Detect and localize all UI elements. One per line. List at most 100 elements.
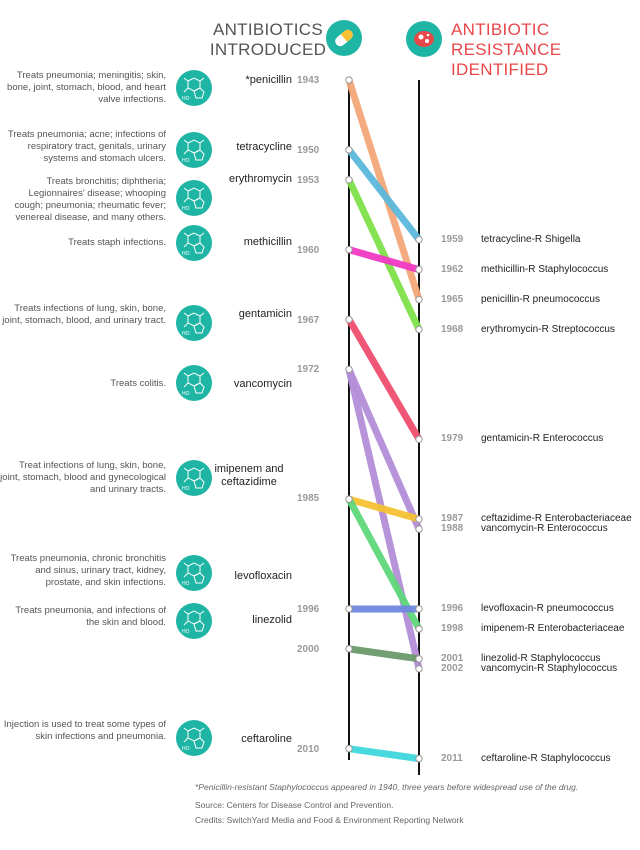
- svg-text:HO: HO: [182, 158, 190, 164]
- antibiotic-name-ceftaroline: ceftaroline: [241, 733, 292, 745]
- pill-icon: [326, 20, 362, 56]
- introduced-year-tetracycline: 1950: [297, 144, 320, 156]
- link-ceftazidime-1987: [345, 495, 423, 523]
- description-penicillin: Treats pneumonia; meningitis; skin, bone…: [7, 70, 166, 105]
- left-header-line2: INTRODUCED: [209, 40, 327, 59]
- svg-text:HO: HO: [182, 581, 190, 587]
- resistance-year-imipenem-r-enterobacteriaceae: 1998: [441, 622, 464, 634]
- molecule-icon: HO: [176, 225, 212, 261]
- introduced-dot-methicillin: [345, 245, 353, 254]
- resistance-year-linezolid-r-staphylococcus: 2001: [441, 652, 464, 664]
- resistance-dot-erythromycin-r-streptococcus: [415, 325, 423, 334]
- resistance-name-gentamicin-r-enterococcus: gentamicin-R Enterococcus: [481, 433, 604, 445]
- credits-text: Credits: SwitchYard Media and Food & Env…: [195, 815, 464, 825]
- introduced-dot-imipenem-and-ceftazidime: [345, 495, 353, 503]
- link-linezolid-2001: [345, 645, 423, 663]
- resistance-dot-linezolid-r-staphylococcus: [415, 655, 423, 663]
- description-levofloxacin: Treats pneumonia, chronic bronchitis and…: [10, 553, 166, 588]
- molecule-icon: HO: [176, 180, 212, 216]
- link-vancomycin-2002: [345, 365, 423, 673]
- introduced-dot-penicillin: [345, 76, 353, 84]
- antibiotic-name-erythromycin: erythromycin: [229, 173, 292, 185]
- resistance-dot-tetracycline-r-shigella: [415, 235, 423, 244]
- resistance-dot-methicillin-r-staphylococcus: [415, 265, 423, 274]
- resistance-year-vancomycin-r-staphylococcus: 2002: [441, 662, 464, 674]
- introduced-dot-tetracycline: [345, 146, 353, 154]
- introduced-dot-ceftaroline: [345, 744, 353, 753]
- resistance-name-vancomycin-r-staphylococcus: vancomycin-R Staphylococcus: [481, 662, 618, 674]
- antibiotic-name-imipenem-and-ceftazidime: imipenem and ceftazidime: [214, 463, 284, 488]
- resistance-name-penicillin-r-pneumococcus: penicillin-R pneumococcus: [481, 293, 600, 305]
- introduced-year-erythromycin: 1953: [297, 174, 320, 186]
- introduced-dot-gentamicin: [345, 315, 353, 324]
- resistance-year-penicillin-r-pneumococcus: 1965: [441, 293, 464, 305]
- resistance-name-linezolid-r-staphylococcus: linezolid-R Staphylococcus: [481, 652, 601, 664]
- description-erythromycin: Treats bronchitis; diphtheria; Legionnai…: [14, 176, 166, 223]
- resistance-dot-ceftaroline-r-staphylococcus: [415, 754, 423, 763]
- introduced-year-methicillin: 1960: [297, 244, 320, 256]
- resistance-dot-ceftazidime-r-enterobacteriaceae: [415, 515, 423, 523]
- molecule-icon: HO: [176, 132, 212, 168]
- link-gentamicin-1979: [345, 316, 423, 443]
- right-column-header: ANTIBIOTIC RESISTANCE IDENTIFIED: [451, 20, 636, 80]
- resistance-name-levofloxacin-r-pneumococcus: levofloxacin-R pneumococcus: [481, 602, 614, 614]
- molecule-icon: HO: [176, 70, 212, 106]
- resistance-year-ceftaroline-r-staphylococcus: 2011: [441, 752, 463, 764]
- description-tetracycline: Treats pneumonia; acne; infections of re…: [7, 129, 166, 164]
- svg-text:HO: HO: [182, 206, 190, 212]
- resistance-dot-vancomycin-r-enterococcus: [415, 525, 423, 533]
- molecule-icon: HO: [176, 305, 212, 341]
- antibiotic-name-levofloxacin: levofloxacin: [234, 570, 292, 582]
- resistance-name-ceftazidime-r-enterobacteriaceae: ceftazidime-R Enterobacteriaceae: [481, 513, 632, 525]
- resistance-dot-vancomycin-r-staphylococcus: [415, 665, 423, 673]
- left-header-line1: ANTIBIOTICS: [212, 20, 324, 39]
- resistance-year-gentamicin-r-enterococcus: 1979: [441, 433, 464, 445]
- description-vancomycin: Treats colitis.: [110, 378, 166, 389]
- resistance-name-imipenem-r-enterobacteriaceae: imipenem-R Enterobacteriaceae: [481, 622, 625, 634]
- introduced-year-linezolid: 2000: [297, 643, 320, 655]
- molecule-icon: HO: [176, 460, 212, 496]
- svg-text:HO: HO: [182, 486, 190, 492]
- introduced-year-levofloxacin: 1996: [297, 603, 320, 615]
- antibiotic-name-tetracycline: tetracycline: [236, 141, 292, 153]
- link-tetracycline-1959: [345, 146, 423, 244]
- resistance-year-tetracycline-r-shigella: 1959: [441, 233, 464, 245]
- resistance-year-methicillin-r-staphylococcus: 1962: [441, 263, 464, 275]
- resistance-year-levofloxacin-r-pneumococcus: 1996: [441, 602, 464, 614]
- antibiotic-name-methicillin: methicillin: [243, 236, 292, 248]
- svg-text:HO: HO: [182, 391, 190, 397]
- svg-text:HO: HO: [182, 96, 190, 102]
- antibiotic-name-linezolid: linezolid: [252, 614, 292, 626]
- svg-text:HO: HO: [182, 746, 190, 752]
- resistance-name-erythromycin-r-streptococcus: erythromycin-R Streptococcus: [481, 323, 615, 335]
- molecule-icon: HO: [176, 603, 212, 639]
- resistance-dot-levofloxacin-r-pneumococcus: [415, 605, 423, 613]
- link-methicillin-1962: [345, 246, 423, 274]
- svg-text:HO: HO: [182, 331, 190, 337]
- molecule-icon: HO: [176, 365, 212, 401]
- antibiotic-name-gentamicin: gentamicin: [238, 308, 292, 320]
- introduced-year-gentamicin: 1967: [297, 314, 320, 326]
- molecule-icon: HO: [176, 555, 212, 591]
- source-text: Source: Centers for Disease Control and …: [195, 800, 394, 810]
- introduced-year-imipenem-and-ceftazidime: 1985: [297, 493, 320, 505]
- resistance-name-ceftaroline-r-staphylococcus: ceftaroline-R Staphylococcus: [481, 752, 611, 764]
- resistance-year-vancomycin-r-enterococcus: 1988: [441, 523, 464, 535]
- resistance-year-erythromycin-r-streptococcus: 1968: [441, 323, 464, 335]
- description-gentamicin: Treats infections of lung, skin, bone, j…: [2, 303, 166, 326]
- footnote: *Penicillin-resistant Staphylococcus app…: [195, 782, 579, 792]
- resistance-name-vancomycin-r-enterococcus: vancomycin-R Enterococcus: [481, 523, 608, 535]
- introduced-year-ceftaroline: 2010: [297, 743, 320, 755]
- resistance-name-tetracycline-r-shigella: tetracycline-R Shigella: [481, 233, 581, 245]
- introduced-dot-linezolid: [345, 645, 353, 653]
- antibiotic-name-penicillin: *penicillin: [245, 74, 292, 86]
- link-erythromycin-1968: [345, 176, 423, 333]
- resistance-dot-imipenem-r-enterobacteriaceae: [415, 625, 423, 633]
- svg-text:HO: HO: [182, 251, 190, 257]
- resistance-name-methicillin-r-staphylococcus: methicillin-R Staphylococcus: [481, 263, 609, 275]
- molecule-icon: HO: [176, 720, 212, 756]
- description-imipenem-and-ceftazidime: Treat infections of lung, skin, bone, jo…: [0, 460, 166, 495]
- introduced-dot-levofloxacin: [345, 605, 353, 613]
- antibiotic-name-vancomycin: vancomycin: [233, 378, 292, 390]
